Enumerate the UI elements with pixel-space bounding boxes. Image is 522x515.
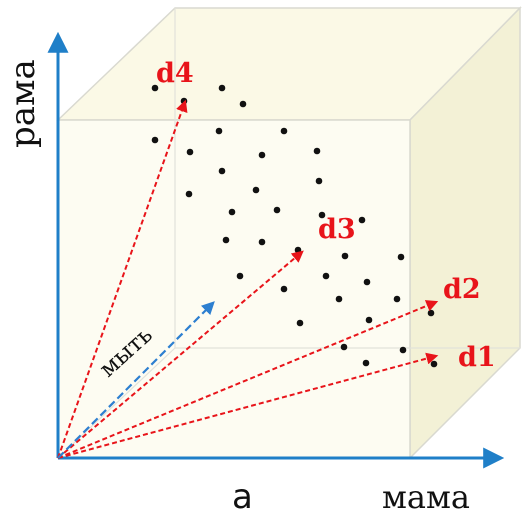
document-point xyxy=(358,216,366,224)
document-point xyxy=(258,151,266,159)
y-axis-label: рама xyxy=(3,59,43,148)
document-point xyxy=(363,278,371,286)
document-point xyxy=(151,136,159,144)
document-point xyxy=(215,127,223,135)
label-d1: d1 xyxy=(458,342,496,373)
document-point xyxy=(296,319,304,327)
document-point xyxy=(294,246,302,254)
cube-front-face xyxy=(57,119,411,459)
document-point xyxy=(258,238,266,246)
document-point xyxy=(273,206,281,214)
document-point xyxy=(218,84,226,92)
document-point xyxy=(313,147,321,155)
document-point xyxy=(186,148,194,156)
document-point xyxy=(340,343,348,351)
document-point xyxy=(252,186,260,194)
document-point xyxy=(239,100,247,108)
cube xyxy=(56,6,522,460)
vector-d2 xyxy=(57,300,439,459)
document-point xyxy=(236,272,244,280)
label-d4: d4 xyxy=(156,58,194,89)
document-point xyxy=(362,359,370,367)
document-point xyxy=(222,236,230,244)
document-point xyxy=(228,208,236,216)
vector-query xyxy=(57,301,215,459)
document-point xyxy=(318,211,326,219)
document-point xyxy=(322,272,330,280)
document-point xyxy=(335,295,343,303)
document-point xyxy=(151,84,159,92)
document-point xyxy=(430,360,438,368)
document-point xyxy=(393,295,401,303)
vector-d1 xyxy=(57,352,439,459)
document-point xyxy=(185,190,193,198)
document-point xyxy=(341,252,349,260)
document-point xyxy=(427,309,435,317)
x-axis-label: мама xyxy=(382,478,470,515)
document-point xyxy=(280,127,288,135)
vector-d4 xyxy=(57,99,188,459)
label-d3: d3 xyxy=(318,214,356,245)
document-point xyxy=(315,177,323,185)
document-point xyxy=(365,316,373,324)
z-axis-label: а xyxy=(232,477,253,515)
document-point xyxy=(397,253,405,261)
document-point xyxy=(399,346,407,354)
label-d2: d2 xyxy=(443,274,481,305)
vector-d3 xyxy=(57,250,304,459)
document-point xyxy=(280,285,288,293)
document-point xyxy=(218,167,226,175)
